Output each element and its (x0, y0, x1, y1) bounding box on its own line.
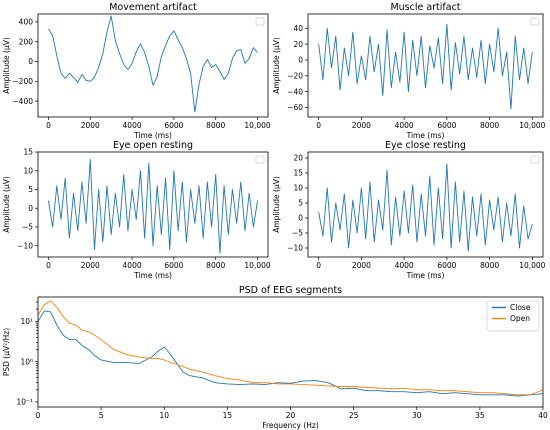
eye-open-title: Eye open resting (113, 140, 193, 151)
psd-y-tick-label: 10⁰ (20, 357, 33, 366)
movement-x-axis-label: Time (ms) (133, 131, 172, 140)
eye-open-x-axis-label: Time (ms) (133, 271, 172, 280)
eye-close-y-tick-label: 15 (293, 169, 303, 178)
muscle-x-tick-label: 0 (316, 121, 321, 130)
eye-open-x-tick-label: 2000 (81, 261, 100, 270)
eye-open-x-tick-label: 0 (46, 261, 51, 270)
psd-x-tick-label: 10 (159, 411, 169, 420)
eye-open-y-tick-label: 0 (28, 204, 33, 213)
eye-close-y-tick-label: −10 (287, 244, 303, 253)
psd-series-line-close (38, 310, 543, 397)
eye-open-empty-legend (255, 155, 265, 164)
muscle-y-tick-label: 0 (298, 56, 303, 65)
psd-legend-label: Open (510, 314, 530, 323)
movement-series-line (48, 15, 258, 113)
eye-close-y-tick-label: 20 (293, 154, 303, 163)
eye-close-y-tick-label: −5 (292, 229, 303, 238)
eye-close-axes-frame (307, 151, 544, 258)
eye-open-y-axis-label: Amplitude (μV) (2, 176, 11, 233)
movement-x-tick-label: 0 (46, 121, 51, 130)
muscle-title: Muscle artifact (390, 2, 460, 13)
psd-x-tick-label: 5 (99, 411, 104, 420)
eye-close-x-tick-label: 2000 (352, 261, 371, 270)
movement-x-tick-label: 6000 (164, 121, 183, 130)
movement-y-tick-label: 0 (28, 57, 33, 66)
movement-y-tick-label: 200 (19, 37, 34, 46)
psd-legend-label: Close (510, 303, 531, 312)
movement-x-tick-label: 4000 (123, 121, 142, 130)
psd-x-axis-label: Frequency (Hz) (262, 421, 319, 430)
eye-open-series-line (48, 159, 258, 254)
eye-close-x-tick-label: 6000 (437, 261, 456, 270)
movement-x-tick-label: 2000 (81, 121, 100, 130)
psd-y-tick-label: 10⁻¹ (16, 398, 33, 407)
eye-open-axes-frame (37, 151, 269, 258)
psd-y-axis-label: PSD (μV²/Hz) (2, 328, 11, 376)
eye-open-y-tick-label: 10 (23, 166, 33, 175)
muscle-x-tick-label: 6000 (437, 121, 456, 130)
psd-legend (486, 300, 540, 332)
eye-open-y-tick-label: −5 (22, 223, 33, 232)
eye-close-y-axis-label: Amplitude (μV) (272, 176, 281, 233)
eye-close-x-tick-label: 8000 (480, 261, 499, 270)
muscle-axes-frame (307, 13, 544, 118)
psd-x-tick-label: 40 (538, 411, 548, 420)
muscle-y-tick-label: 20 (293, 40, 303, 49)
muscle-y-tick-label: −40 (287, 87, 303, 96)
psd-subplot: 0 5 10 15 20 25 30 35 40 10⁻¹ 10⁰ 10¹ PSD of EEG seg… (2, 285, 548, 430)
muscle-x-tick-label: 4000 (395, 121, 414, 130)
movement-y-tick-label: −200 (12, 77, 33, 86)
eye-close-y-tick-label: 10 (293, 184, 303, 193)
movement-x-tick-label: 10,000 (244, 121, 270, 130)
movement-empty-legend (255, 17, 265, 26)
muscle-x-axis-label: Time (ms) (406, 131, 445, 140)
muscle-series-line (318, 23, 533, 110)
movement-y-axis-label: Amplitude (μV) (2, 37, 11, 94)
eye-close-title: Eye close resting (385, 140, 466, 151)
eye-close-x-tick-label: 4000 (395, 261, 414, 270)
muscle-y-tick-label: 40 (293, 24, 303, 33)
eye-close-subplot: 0 2000 4000 6000 8000 10,000 −10 −5 0 5 10 15 20 Eye … (272, 140, 546, 280)
muscle-y-tick-label: −60 (287, 103, 303, 112)
muscle-y-axis-label: Amplitude (μV) (272, 37, 281, 94)
psd-x-tick-label: 25 (349, 411, 359, 420)
eye-open-y-tick-label: −10 (17, 241, 33, 250)
movement-y-tick-label: 400 (19, 18, 34, 27)
eye-open-x-tick-label: 4000 (123, 261, 142, 270)
movement-axes-frame (37, 13, 269, 118)
eye-open-y-tick-label: 15 (23, 148, 33, 157)
psd-axes-frame (37, 296, 544, 408)
movement-y-tick-label: −400 (12, 97, 33, 106)
eye-close-x-axis-label: Time (ms) (406, 271, 445, 280)
muscle-y-tick-label: −20 (287, 72, 303, 81)
eye-close-series-line (318, 163, 533, 252)
eye-close-x-tick-label: 0 (316, 261, 321, 270)
psd-title: PSD of EEG segments (239, 285, 342, 296)
eye-open-x-tick-label: 6000 (164, 261, 183, 270)
muscle-subplot: 0 2000 4000 6000 8000 10,000 −60 −40 −20 0 20 40 Mus… (272, 2, 546, 140)
movement-title: Movement artifact (109, 2, 197, 13)
eye-close-y-tick-label: 0 (298, 214, 303, 223)
psd-y-tick-label: 10¹ (20, 317, 33, 326)
psd-x-tick-label: 30 (412, 411, 422, 420)
psd-x-tick-label: 15 (223, 411, 233, 420)
psd-series-line-open (38, 300, 543, 396)
eye-close-empty-legend (530, 155, 540, 164)
psd-x-tick-label: 0 (36, 411, 41, 420)
psd-x-tick-label: 20 (286, 411, 296, 420)
eye-open-y-tick-label: 5 (28, 185, 33, 194)
muscle-x-tick-label: 2000 (352, 121, 371, 130)
movement-subplot: 0 2000 4000 6000 8000 10,000 −400 −200 0 200 400 Mo… (2, 2, 271, 140)
muscle-empty-legend (530, 17, 540, 26)
eye-open-subplot: 0 2000 4000 6000 8000 10,000 −10 −5 0 5 10 15 Eye op… (2, 140, 271, 280)
eye-close-y-tick-label: 5 (298, 199, 303, 208)
eye-open-x-tick-label: 10,000 (244, 261, 270, 270)
psd-x-tick-label: 35 (475, 411, 485, 420)
eye-close-x-tick-label: 10,000 (519, 261, 545, 270)
muscle-x-tick-label: 8000 (480, 121, 499, 130)
movement-x-tick-label: 8000 (206, 121, 225, 130)
muscle-x-tick-label: 10,000 (519, 121, 545, 130)
eye-open-x-tick-label: 8000 (206, 261, 225, 270)
